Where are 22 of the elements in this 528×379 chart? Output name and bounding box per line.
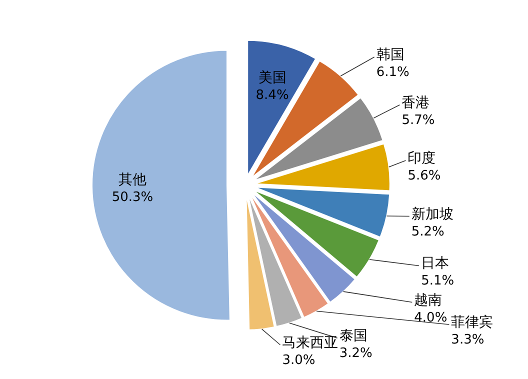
data-label: 50.3% (112, 190, 154, 206)
slice-label: 泰国 (339, 328, 368, 344)
data-label: 5.1% (421, 274, 454, 289)
data-label: 8.4% (256, 88, 289, 104)
data-label: 3.0% (282, 352, 316, 368)
slice-label: 香港 (402, 94, 430, 111)
slice-label: 新加坡 (411, 206, 454, 222)
slice-label: 美国 (258, 70, 286, 86)
slice-label: 其他 (118, 172, 147, 188)
slice-label: 菲律宾 (451, 314, 494, 331)
data-label: 5.2% (411, 224, 444, 240)
slice-label: 印度 (408, 150, 436, 167)
data-label: 3.3% (451, 332, 484, 348)
data-label: 4.0% (414, 310, 448, 326)
slice-label: 韩国 (376, 46, 404, 63)
data-label: 5.6% (408, 168, 441, 184)
slice-label: 越南 (414, 292, 442, 308)
slice-label: 马来西亚 (282, 334, 338, 351)
data-label: 3.2% (339, 346, 372, 362)
slice-label: 日本 (421, 256, 450, 272)
data-label: 6.1% (376, 64, 410, 80)
data-label: 5.7% (402, 112, 435, 128)
